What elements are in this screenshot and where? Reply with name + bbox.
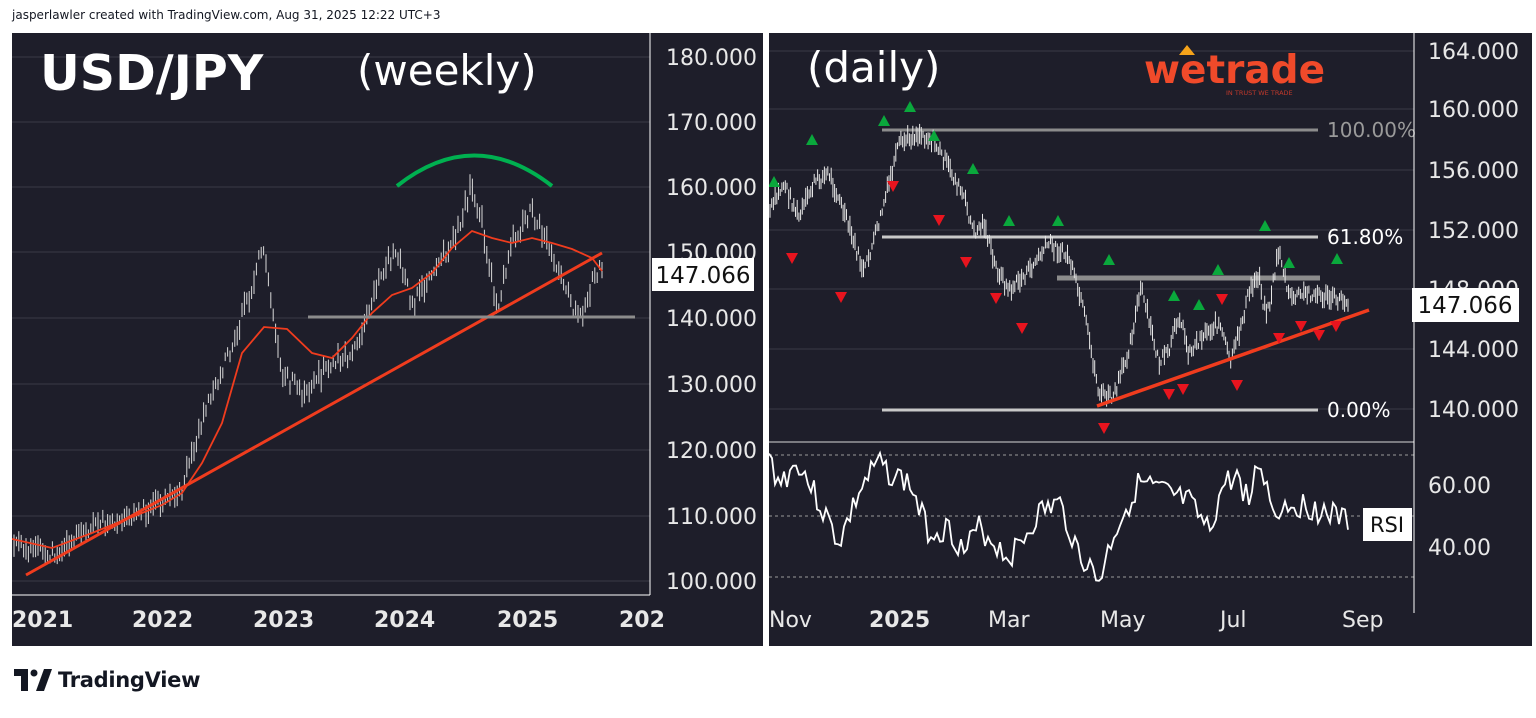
weekly-y-tick-label: 120.000	[666, 439, 757, 464]
up-fractal-marker	[1103, 254, 1115, 265]
weekly-y-tick-label: 170.000	[666, 111, 757, 136]
weekly-x-tick-label: 2022	[132, 608, 193, 633]
weekly-y-axis-labels: 180.000170.000160.000150.000140.000130.0…	[666, 46, 757, 595]
fib-0-label: 0.00%	[1327, 398, 1391, 422]
daily-y-tick-label: 164.000	[1428, 40, 1519, 65]
rsi-line	[768, 450, 1349, 582]
daily-fractal-markers	[768, 101, 1343, 434]
up-fractal-marker	[806, 134, 818, 145]
up-fractal-marker	[1259, 220, 1271, 231]
daily-price-label: 147.066	[1417, 293, 1512, 319]
rsi-label: RSI	[1370, 513, 1404, 537]
rsi-y-tick-label: 60.00	[1428, 474, 1491, 499]
daily-x-tick-label: May	[1100, 608, 1145, 633]
down-fractal-marker	[835, 292, 847, 303]
down-fractal-marker	[1216, 294, 1228, 305]
up-fractal-marker	[1168, 290, 1180, 301]
down-fractal-marker	[990, 293, 1002, 304]
down-fractal-marker	[933, 215, 945, 226]
daily-chart-panel[interactable]: 100.00% 61.80% 0.00% (daily) wetrade IN …	[768, 33, 1532, 646]
weekly-arc	[395, 153, 554, 188]
daily-y-axis-labels: 164.000160.000156.000152.000148.000144.0…	[1428, 40, 1519, 561]
daily-chart-svg[interactable]: 100.00% 61.80% 0.00% (daily) wetrade IN …	[768, 33, 1532, 646]
weekly-y-tick-label: 100.000	[666, 570, 757, 595]
daily-price-tag	[1412, 288, 1519, 322]
weekly-x-tick-label: 2024	[374, 608, 435, 633]
weekly-grid	[12, 56, 650, 582]
up-fractal-marker	[904, 101, 916, 112]
tradingview-logo-icon	[14, 669, 52, 691]
tradingview-brand: TradingView	[58, 668, 201, 692]
weekly-price-label: 147.066	[655, 263, 750, 289]
down-fractal-marker	[1231, 380, 1243, 391]
weekly-moving-average-line	[11, 229, 603, 549]
weekly-x-tick-label: 202	[619, 608, 665, 633]
fib-100-label: 100.00%	[1327, 118, 1416, 142]
daily-fib-lines	[882, 128, 1320, 412]
daily-trend-line	[1096, 308, 1370, 408]
down-fractal-marker	[1016, 323, 1028, 334]
daily-x-tick-label: Sep	[1342, 608, 1383, 633]
daily-grid	[769, 50, 1414, 410]
up-fractal-marker	[967, 163, 979, 174]
rsi-y-tick-label: 40.00	[1428, 536, 1491, 561]
daily-x-tick-label: Mar	[988, 608, 1030, 633]
down-fractal-marker	[887, 181, 899, 192]
up-fractal-marker	[1331, 253, 1343, 264]
down-fractal-marker	[786, 253, 798, 264]
daily-x-tick-label: Nov	[769, 608, 812, 633]
down-fractal-marker	[1295, 321, 1307, 332]
daily-y-tick-label: 156.000	[1428, 159, 1519, 184]
rsi-tag	[1363, 508, 1412, 541]
weekly-x-tick-label: 2025	[497, 608, 558, 633]
weekly-y-tick-label: 180.000	[666, 46, 757, 71]
down-fractal-marker	[1098, 423, 1110, 434]
daily-y-tick-label: 140.000	[1428, 398, 1519, 423]
fib-618-label: 61.80%	[1327, 225, 1403, 249]
up-fractal-marker	[1212, 264, 1224, 275]
daily-price-bars	[769, 123, 1349, 407]
weekly-y-tick-label: 110.000	[666, 505, 757, 530]
up-fractal-marker	[1283, 257, 1295, 268]
weekly-timeframe-title: (weekly)	[357, 46, 537, 95]
weekly-trend-line	[25, 251, 603, 577]
weekly-symbol-title: USD/JPY	[40, 45, 264, 102]
weekly-y-tick-label: 140.000	[666, 307, 757, 332]
up-fractal-marker	[928, 130, 940, 141]
weekly-y-tick-label: 160.000	[666, 176, 757, 201]
down-fractal-marker	[1163, 389, 1175, 400]
daily-y-tick-label: 152.000	[1428, 219, 1519, 244]
weekly-chart-svg[interactable]: USD/JPY (weekly) 180.000170.000160.00015…	[11, 33, 763, 646]
daily-x-tick-label: 2025	[869, 608, 930, 633]
wetrade-logo: wetrade IN TRUST WE TRADE	[1144, 45, 1325, 97]
weekly-chart-panel[interactable]: USD/JPY (weekly) 180.000 170.000 160.000 15…	[11, 33, 763, 646]
wetrade-brand: wetrade	[1144, 48, 1325, 93]
wetrade-arrow-icon	[1179, 45, 1195, 55]
weekly-price-bars	[13, 174, 603, 565]
up-fractal-marker	[1052, 215, 1064, 226]
daily-x-axis-labels: Nov 2025 Mar May Jul Sep	[769, 608, 1383, 633]
daily-y-tick-label: 144.000	[1428, 338, 1519, 363]
down-fractal-marker	[1330, 321, 1342, 332]
weekly-x-axis-labels: 2021 2022 2023 2024 2025 202	[12, 608, 665, 633]
weekly-y-tick-label: 130.000	[666, 373, 757, 398]
weekly-overlays	[11, 33, 651, 596]
wetrade-tagline: IN TRUST WE TRADE	[1226, 89, 1293, 97]
up-fractal-marker	[1193, 299, 1205, 310]
down-fractal-marker	[960, 257, 972, 268]
up-fractal-marker	[1003, 215, 1015, 226]
daily-x-tick-label: Jul	[1218, 608, 1247, 633]
footer: TradingView	[14, 668, 200, 692]
weekly-price-tag	[652, 258, 754, 291]
daily-timeframe-title: (daily)	[807, 43, 940, 92]
weekly-x-tick-label: 2021	[12, 608, 73, 633]
up-fractal-marker	[768, 176, 780, 187]
down-fractal-marker	[1177, 384, 1189, 395]
daily-y-tick-label: 160.000	[1428, 98, 1519, 123]
weekly-x-tick-label: 2023	[253, 608, 314, 633]
up-fractal-marker	[878, 115, 890, 126]
down-fractal-marker	[1313, 330, 1325, 341]
attribution-header: jasperlawler created with TradingView.co…	[12, 8, 441, 22]
down-fractal-marker	[1273, 333, 1285, 344]
